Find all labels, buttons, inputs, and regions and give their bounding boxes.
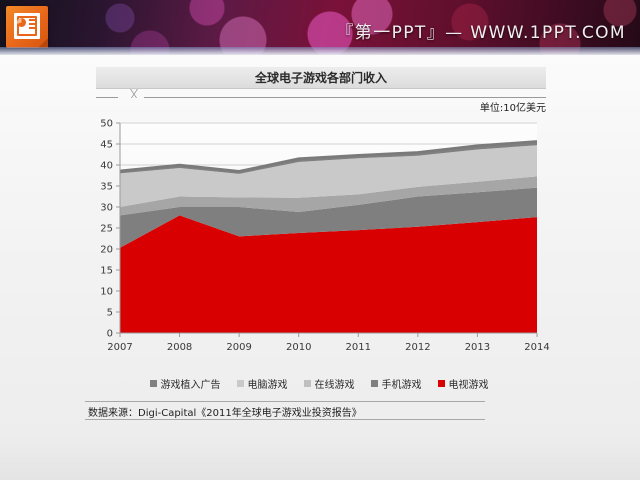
x-axis-tick-label: 2007	[107, 342, 132, 353]
area-series	[120, 145, 537, 207]
legend-item[interactable]: 手机游戏	[370, 376, 422, 391]
y-axis-tick-label: 20	[100, 245, 113, 256]
legend-item[interactable]: 电视游戏	[437, 376, 489, 391]
legend-swatch	[303, 379, 311, 387]
y-axis-tick-label: 0	[107, 329, 113, 340]
stacked-area-chart: 0 5 10 15 20 25 30 35 40 45 50 2007 2008 2009 2010 2011…	[100, 119, 549, 354]
legend-label: 在线游戏	[314, 379, 355, 391]
chart-legend: 游戏植入广告 电脑游戏 在线游戏 手机游戏 电视游戏	[88, 374, 550, 392]
title-notch	[116, 89, 146, 99]
area-series	[120, 187, 537, 248]
legend-item[interactable]: 在线游戏	[303, 376, 355, 391]
powerpoint-file-icon	[6, 6, 48, 48]
slide-body: 全球电子游戏各部门收入 单位:10亿美元 0 5 10 15 20 25 30 35 40 45 5…	[0, 55, 640, 435]
y-axis-tick-label: 25	[100, 224, 113, 235]
y-axis-tick-label: 45	[100, 140, 113, 151]
banner-title: 『第一PPT』— WWW.1PPT.COM	[336, 23, 626, 43]
legend-swatch	[437, 379, 445, 387]
title-rule-left	[96, 97, 118, 98]
legend-item[interactable]: 游戏植入广告	[149, 376, 221, 391]
y-axis-tick-label: 5	[107, 308, 113, 319]
logo-bar-3	[29, 27, 37, 29]
source-rule-top	[85, 401, 485, 402]
logo-bar-1	[29, 19, 37, 21]
area-series	[120, 215, 537, 333]
x-axis-tick-label: 2011	[346, 342, 371, 353]
legend-label: 电视游戏	[448, 379, 489, 391]
y-axis-tick-label: 35	[100, 182, 113, 193]
legend-swatch	[236, 379, 244, 387]
legend-label: 手机游戏	[381, 379, 422, 391]
legend-label: 电脑游戏	[247, 379, 288, 391]
chart-card: 全球电子游戏各部门收入 单位:10亿美元 0 5 10 15 20 25 30 35 40 45 5…	[85, 67, 550, 422]
x-axis-tick-label: 2014	[524, 342, 549, 353]
y-axis-tick-label: 50	[100, 119, 113, 130]
area-series	[120, 176, 537, 216]
legend-item[interactable]: 电脑游戏	[236, 376, 288, 391]
x-axis-tick-label: 2013	[465, 342, 490, 353]
logo-bar-2	[29, 23, 37, 25]
y-axis-tick-label: 30	[100, 203, 113, 214]
chart-unit-label: 单位:10亿美元	[479, 103, 546, 114]
x-axis-tick-label: 2012	[405, 342, 430, 353]
x-axis-tick-label: 2010	[286, 342, 311, 353]
legend-label: 游戏植入广告	[160, 379, 221, 391]
x-axis-tick-label: 2009	[226, 342, 251, 353]
legend-swatch	[370, 379, 378, 387]
logo-corner-fold	[38, 38, 48, 48]
title-rule-right	[144, 97, 546, 98]
chart-title-bar: 全球电子游戏各部门收入	[96, 67, 546, 89]
banner-bottom-edge	[0, 47, 640, 55]
logo-pie-chart	[17, 18, 26, 27]
y-axis-tick-label: 10	[100, 287, 113, 298]
x-axis-tick-label: 2008	[167, 342, 192, 353]
y-axis-tick-label: 15	[100, 266, 113, 277]
footer-bar: 第一PPT HTTP://WWW.1PPT.COM	[0, 435, 640, 480]
source-rule-bottom	[85, 419, 485, 420]
chart-source: 数据来源：Digi-Capital《2011年全球电子游戏业投资报告》	[88, 408, 362, 419]
chart-plot-area: 0 5 10 15 20 25 30 35 40 45 50 2007 2008 2009 2010 2011…	[88, 115, 550, 365]
chart-title: 全球电子游戏各部门收入	[254, 71, 387, 85]
y-axis-tick-label: 40	[100, 161, 113, 172]
legend-swatch	[149, 379, 157, 387]
top-banner: 『第一PPT』— WWW.1PPT.COM	[0, 0, 640, 55]
